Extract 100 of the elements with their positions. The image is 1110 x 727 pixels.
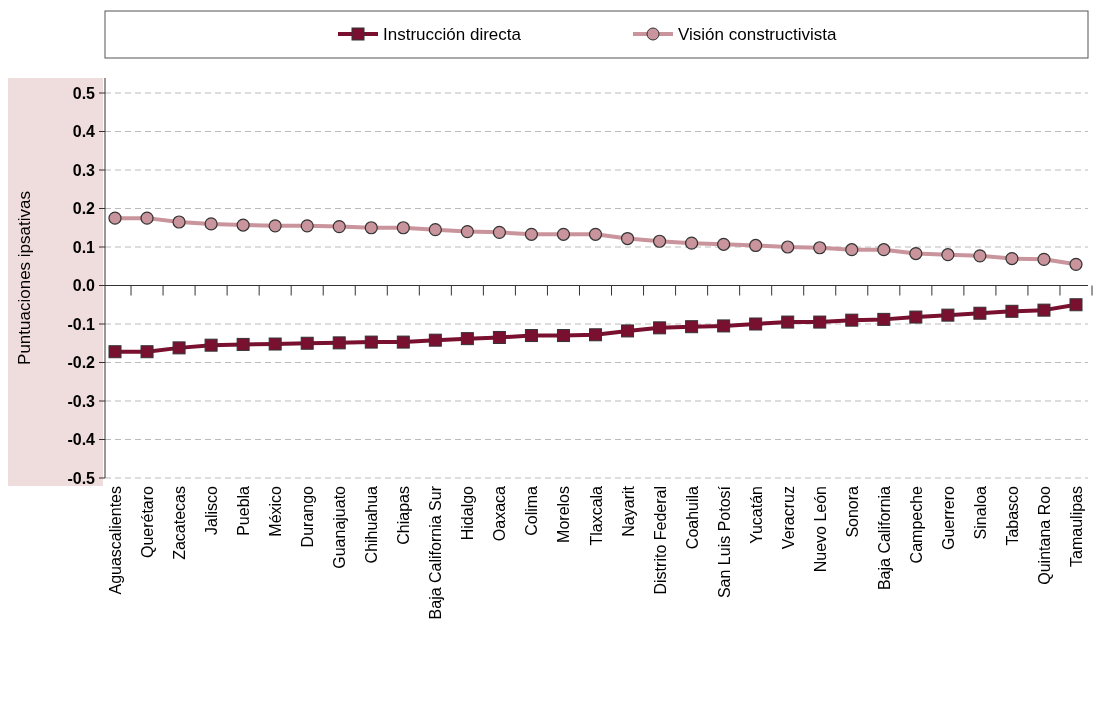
x-tick-label: Guerrero [939,485,957,551]
point [108,211,122,225]
x-tick-label: Veracruz [779,486,797,550]
x-tick-label: Zacatecas [171,486,189,560]
point [813,315,827,329]
x-tick-label: Quintana Roo [1035,485,1053,585]
point [588,227,603,241]
y-tick-label: 0.4 [72,123,96,141]
y-tick-label: -0.1 [67,315,96,333]
point [845,313,859,327]
y-tick-label: 0.5 [72,84,96,102]
point [268,219,282,233]
x-tick-label: Chiapas [395,486,413,545]
point [909,310,923,324]
x-tick-label: Puebla [235,485,253,536]
point [1005,251,1019,266]
point [396,335,410,349]
x-tick-label: Tlaxcala [587,485,605,546]
point [460,332,474,346]
point [1005,304,1019,318]
point [300,336,314,350]
point [781,240,795,254]
x-tick-label: Sinaloa [971,485,989,540]
x-tick-label: Tamaulipas [1068,486,1085,567]
point [620,231,635,246]
x-tick-label: Morelos [555,486,573,543]
point [877,243,891,257]
point [332,220,346,234]
x-tick-label: Guanajuato [331,485,349,569]
point [973,249,987,263]
x-tick-label: Distrito Federal [651,486,669,595]
point [685,320,699,334]
point [172,215,186,229]
point [1037,303,1051,317]
point [652,234,667,248]
y-tick-label: -0.5 [67,469,96,487]
point [1037,252,1051,266]
point [140,345,154,359]
x-tick-label: Nuevo León [811,486,829,573]
point [973,306,987,320]
point [428,223,442,237]
point [717,319,731,333]
x-tick-label: Jalisco [203,485,221,535]
point [364,221,378,235]
point [492,225,506,239]
y-axis-title: Puntuaciones ipsativas [15,191,34,365]
x-tick-label: Baja California [875,485,893,591]
x-tick-label: Durango [299,485,317,548]
x-tick-label: Aguascalientes [107,486,124,595]
point [781,315,795,329]
point [460,225,474,239]
point [1069,298,1083,312]
point [556,227,571,241]
point [877,312,891,326]
point [492,330,506,344]
point [524,227,539,241]
point [396,221,410,235]
point [204,338,218,352]
point [108,345,122,359]
y-tick-label: 0.3 [72,161,96,179]
point [268,337,282,351]
point [941,248,955,262]
x-tick-label: México [267,485,285,537]
point [749,238,763,253]
y-tick-label: -0.2 [67,354,96,372]
point [813,241,827,255]
point [685,236,699,250]
y-tick-label: -0.3 [67,392,96,410]
x-tick-label: Campeche [907,485,925,564]
x-tick-label: Oaxaca [491,485,509,542]
point [140,211,154,225]
point [364,335,378,349]
x-tick-label: Tabasco [1003,485,1021,546]
legend-label: Visión constructivista [678,25,837,44]
point [556,329,570,343]
point [236,337,250,351]
x-tick-label: Chihuahua [363,485,381,564]
point [428,333,442,347]
x-tick-label: Sonora [843,485,861,538]
point [909,246,923,261]
point [749,317,763,331]
point [204,217,218,231]
legend-label: Instrucción directa [383,25,522,44]
y-tick-label: 0.2 [72,200,96,218]
x-tick-label: Hidalgo [459,485,477,541]
point [236,218,250,232]
point [589,328,602,342]
x-tick-label: Colima [523,485,541,536]
point [717,237,731,251]
y-tick-label: 0.0 [72,277,96,295]
x-tick-label: Querétaro [139,485,157,559]
x-tick-label: San Luis Potosí [715,485,733,599]
point [621,324,635,338]
x-tick-label: Coahuila [683,485,701,550]
point [941,308,955,322]
point [1069,257,1083,271]
point [653,321,667,335]
point [332,336,346,350]
point [845,243,859,257]
x-tick-label: Nayarit [619,485,637,537]
